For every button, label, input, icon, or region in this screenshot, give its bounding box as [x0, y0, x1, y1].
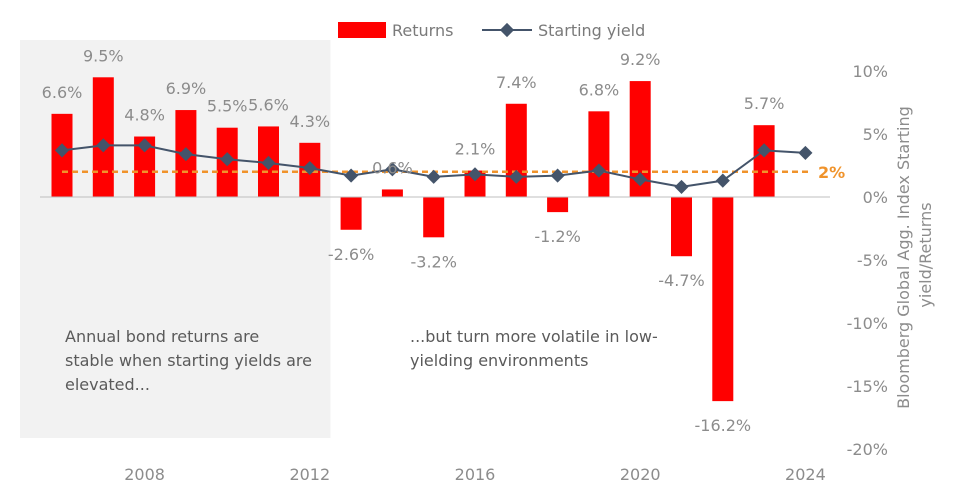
yield-point-2022 [715, 173, 730, 188]
bar-label-2013: -2.6% [328, 245, 374, 264]
bar-label-2016: 2.1% [455, 140, 496, 159]
bar-2016 [464, 170, 486, 197]
y-axis-title-line-2: yield/Returns [916, 202, 935, 307]
yield-point-2023 [757, 143, 772, 158]
yield-point-2018 [550, 168, 565, 183]
bar-label-2020: 9.2% [620, 50, 661, 69]
y-axis-title-line-1: Bloomberg Global Agg. Index Starting [894, 106, 913, 409]
x-tick-label: 2012 [289, 465, 330, 484]
yield-point-2017 [509, 169, 524, 184]
x-tick-label: 2024 [785, 465, 826, 484]
bar-label-2006: 6.6% [42, 83, 83, 102]
bar-2015 [423, 197, 445, 238]
bar-label-2011: 5.6% [248, 95, 289, 114]
bar-label-2010: 5.5% [207, 97, 248, 116]
bar-label-2017: 7.4% [496, 73, 537, 92]
x-tick-label: 2020 [620, 465, 661, 484]
x-tick-label: 2016 [455, 465, 496, 484]
y-axis-title: Bloomberg Global Agg. Index Starting yie… [894, 101, 935, 409]
bar-label-2019: 6.8% [579, 80, 620, 99]
yield-point-2010 [220, 152, 235, 167]
yield-point-2009 [178, 147, 193, 162]
annotation-right-line-2: yielding environments [410, 351, 588, 370]
yield-point-2014 [385, 162, 400, 177]
bar-2018 [547, 197, 569, 213]
y-tick-label: -5% [857, 251, 888, 270]
yield-point-2012 [302, 160, 317, 176]
bar-2013 [340, 197, 362, 230]
x-tick-label: 2008 [124, 465, 165, 484]
bar-2007 [92, 77, 114, 197]
annotation-left: Annual bond returns are stable when star… [65, 327, 317, 394]
bar-2021 [671, 197, 692, 257]
bar-label-2015: -3.2% [410, 252, 456, 271]
bar-label-2007: 9.5% [83, 46, 124, 65]
bar-label-2023: 5.7% [744, 94, 785, 113]
bar-2019 [588, 111, 610, 197]
yield-point-2011 [261, 155, 276, 171]
bar-2014 [381, 189, 403, 197]
bar-labels-group: 6.6%9.5% 4.8%6.9%5.5% 5.6%4.3% -2.6% 0.6% -3.… [42, 46, 785, 435]
bar-label-2014: 0.6% [372, 158, 413, 177]
yield-point-2013 [344, 168, 359, 183]
bar-2008 [134, 136, 156, 197]
legend-yield-label: Starting yield [538, 21, 645, 40]
bar-label-2009: 6.9% [166, 79, 207, 98]
shaded-region [20, 40, 331, 438]
annotation-left-line-2: stable when starting yields are [65, 351, 312, 370]
bar-label-2022: -16.2% [694, 416, 751, 435]
yield-point-2021 [674, 179, 689, 194]
yield-point-2019 [591, 163, 606, 178]
reference-line-label: 2% [818, 163, 845, 182]
yield-point-2015 [426, 169, 441, 184]
annotation-right: ...but turn more volatile in low- yieldi… [410, 327, 663, 370]
legend: Returns Starting yield [338, 21, 645, 40]
y-tick-label: 5% [863, 125, 888, 144]
y-tick-label: -15% [847, 377, 888, 396]
bar-label-2008: 4.8% [124, 106, 165, 125]
bar-2020 [629, 81, 651, 197]
legend-returns-label: Returns [392, 21, 453, 40]
y-tick-label: 10% [852, 62, 888, 81]
bar-label-2012: 4.3% [289, 112, 330, 131]
y-tick-label: -10% [847, 314, 888, 333]
yield-point-2020 [633, 172, 648, 187]
y-axis-ticks: 10% 5% 0% -5% -10% -15% -20% [847, 62, 888, 459]
yield-point-2016 [467, 167, 483, 182]
annotation-right-line-1: ...but turn more volatile in low- [410, 327, 658, 346]
y-tick-label: -20% [847, 440, 888, 459]
legend-returns-swatch [338, 22, 386, 38]
yield-point-2024 [798, 145, 813, 160]
annotation-left-line-3: elevated... [65, 375, 150, 394]
bar-2017 [505, 103, 527, 197]
bars-group [51, 77, 775, 402]
bar-label-2018: -1.2% [534, 227, 580, 246]
annotation-left-line-1: Annual bond returns are [65, 327, 259, 346]
y-tick-label: 0% [863, 188, 888, 207]
bar-2023 [753, 125, 775, 197]
bar-2022 [712, 197, 734, 402]
legend-yield-marker [499, 22, 515, 38]
bar-label-2021: -4.7% [658, 271, 704, 290]
x-axis-ticks: 2008 2012 2016 2020 2024 [124, 465, 826, 484]
yield-point-2008 [137, 138, 152, 153]
